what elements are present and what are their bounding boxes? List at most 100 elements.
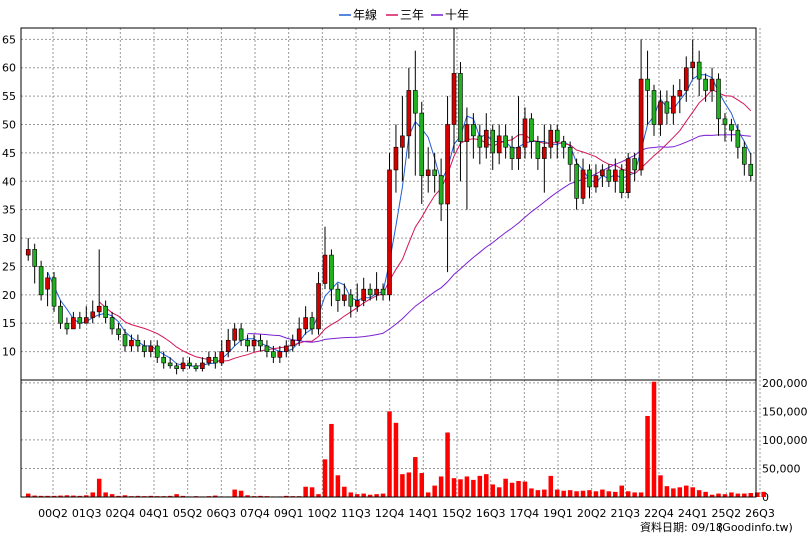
candle-body: [503, 135, 508, 148]
volume-bar: [122, 495, 128, 497]
candle-body: [167, 362, 173, 367]
volume-bar: [548, 475, 554, 497]
candle-body: [664, 101, 670, 114]
candle-body: [716, 78, 721, 120]
candle-body: [600, 169, 605, 176]
candle-body: [606, 169, 612, 182]
volume-bar: [148, 495, 154, 497]
candlesticks: [25, 28, 754, 375]
candle-body: [348, 294, 354, 307]
candle-body: [142, 345, 147, 352]
x-tick-label: 20Q2: [577, 507, 607, 520]
candle-body: [322, 254, 328, 284]
x-tick-label: 15Q2: [442, 507, 472, 520]
volume-bar: [484, 474, 489, 497]
volume-bar: [348, 492, 354, 497]
volume-bar: [380, 493, 386, 497]
volume-bar: [645, 415, 650, 497]
volume-bar: [303, 486, 308, 497]
volume-bar: [664, 486, 670, 497]
candle-body: [593, 175, 599, 188]
volume-bar: [471, 479, 476, 497]
volume-bar: [335, 475, 341, 497]
candle-body: [567, 146, 573, 165]
candle-body: [77, 317, 83, 324]
volume-bar: [580, 490, 586, 497]
candle-body: [490, 129, 496, 154]
volume-bar: [180, 495, 186, 497]
price-tick-label: 30: [2, 232, 16, 245]
candle-body: [522, 118, 528, 148]
candle-body: [83, 317, 89, 324]
candle-body: [51, 277, 57, 307]
volume-bar: [542, 489, 547, 497]
price-tick-label: 10: [2, 346, 16, 359]
candle-body: [438, 175, 444, 205]
price-tick-label: 50: [2, 119, 16, 132]
x-tick-label: 01Q3: [72, 507, 102, 520]
volume-bar: [729, 492, 734, 497]
volume-bar: [606, 491, 612, 497]
price-tick-label: 20: [2, 289, 16, 302]
candle-body: [413, 90, 418, 114]
volume-bar: [684, 485, 689, 497]
volume-bar: [464, 476, 470, 497]
price-tick-label: 60: [2, 62, 16, 75]
volume-bar: [316, 494, 321, 497]
volume-bar: [322, 459, 328, 497]
volume-bar: [535, 490, 541, 497]
volume-bar: [45, 495, 50, 497]
volume-bar: [419, 473, 425, 497]
volume-bar: [109, 494, 115, 497]
x-tick-label: 17Q4: [510, 507, 540, 520]
volume-bar: [671, 488, 676, 497]
volume-bar: [529, 488, 534, 497]
candle-body: [161, 356, 167, 364]
volume-bar: [400, 474, 405, 497]
candle-body: [354, 300, 360, 307]
candle-body: [232, 328, 237, 341]
legend: 年線 三年 十年: [339, 7, 469, 22]
candle-body: [335, 288, 341, 301]
candle-body: [200, 362, 205, 369]
volume-bar: [587, 490, 592, 497]
volume-bar: [213, 495, 218, 497]
legend-label-year: 年線: [353, 7, 377, 22]
candle-body: [432, 169, 437, 176]
volume-tick-label: 0: [762, 491, 769, 504]
volume-bar: [32, 495, 37, 497]
candle-body: [742, 146, 747, 165]
candle-body: [625, 158, 631, 193]
candle-body: [180, 362, 186, 369]
candle-body: [638, 78, 644, 171]
candle-body: [174, 365, 179, 369]
candle-body: [645, 78, 650, 91]
candle-body: [632, 158, 637, 171]
candle-body: [245, 339, 250, 347]
candle-body: [25, 249, 31, 256]
candle-body: [122, 334, 128, 347]
candle-body: [451, 73, 457, 125]
volume-bar: [329, 423, 334, 497]
volume-bar: [245, 495, 250, 497]
volume-bar: [432, 485, 437, 497]
candle-body: [380, 288, 386, 296]
candle-body: [509, 146, 515, 159]
candle-body: [748, 163, 754, 176]
x-tick-label: 07Q4: [240, 507, 270, 520]
price-tick-label: 65: [2, 33, 16, 46]
candle-body: [187, 362, 192, 367]
x-tick-label: 10Q2: [308, 507, 338, 520]
volume-bar: [232, 489, 237, 497]
candle-body: [587, 169, 592, 188]
x-tick-label: 16Q3: [476, 507, 506, 520]
x-tick-label: 24Q1: [678, 507, 708, 520]
volume-bar: [619, 485, 625, 497]
volume-bar: [238, 490, 244, 497]
candle-body: [483, 129, 489, 148]
volume-bar: [690, 487, 695, 497]
legend-label-3yr: 三年: [400, 8, 424, 22]
volume-bar: [103, 492, 108, 497]
price-tick-label: 45: [2, 147, 16, 160]
price-tick-label: 15: [2, 317, 16, 330]
